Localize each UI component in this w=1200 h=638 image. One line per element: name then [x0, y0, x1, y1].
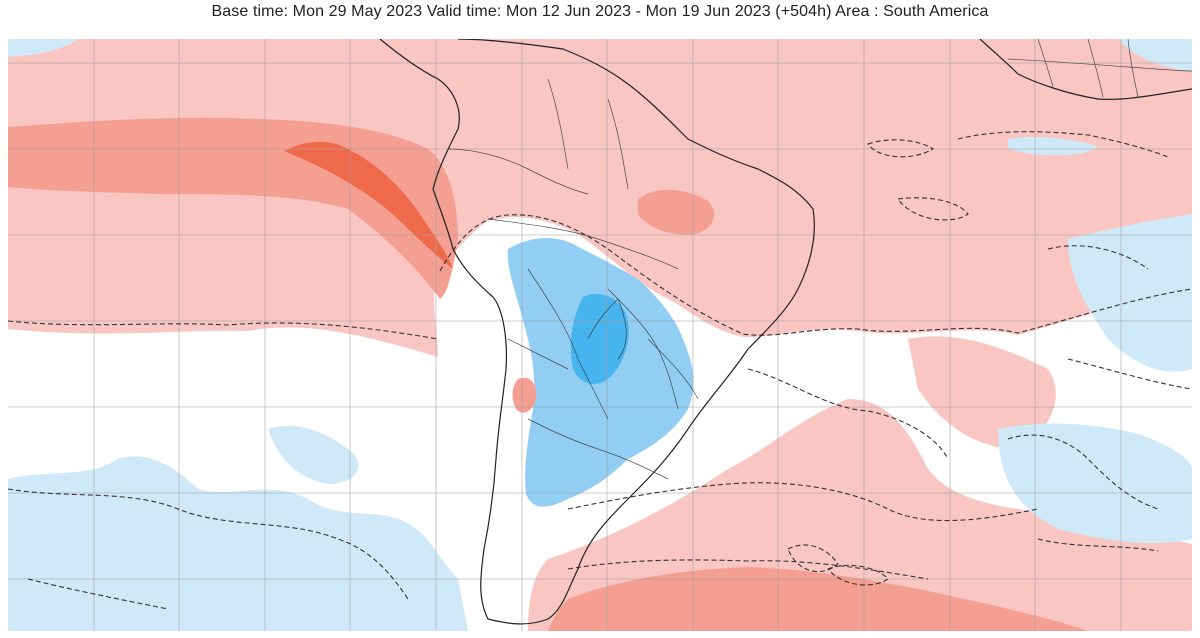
coastline-africa	[979, 39, 1192, 100]
zero-contours	[8, 131, 1192, 610]
warm-anomaly-region	[8, 39, 1192, 357]
country-borders	[447, 78, 699, 480]
cool-anomaly-region-northwest	[8, 39, 78, 57]
cool-anomaly-region-southwest	[8, 456, 468, 631]
warm-anomaly-peak	[284, 141, 453, 269]
cool-anomaly-region-southeast	[998, 423, 1192, 544]
cool-anomaly-peak	[570, 293, 629, 385]
cool-anomaly-region-west	[268, 425, 359, 484]
grid-lines	[8, 39, 1192, 631]
warm-anomaly-patch-brazil	[638, 189, 715, 235]
africa-borders	[1007, 39, 1192, 98]
warm-anomaly-region-east	[908, 336, 1056, 449]
cool-anomaly-region-east-atlantic	[1068, 214, 1192, 372]
map-title: Base time: Mon 29 May 2023 Valid time: M…	[211, 3, 989, 20]
warm-anomaly-patch-south-atlantic	[548, 567, 1088, 631]
cool-anomaly-region-atlantic-north	[1008, 136, 1098, 156]
warm-anomaly-patch-andes	[512, 377, 537, 413]
anomaly-map[interactable]	[8, 39, 1192, 631]
coastline-south-america	[379, 39, 815, 625]
